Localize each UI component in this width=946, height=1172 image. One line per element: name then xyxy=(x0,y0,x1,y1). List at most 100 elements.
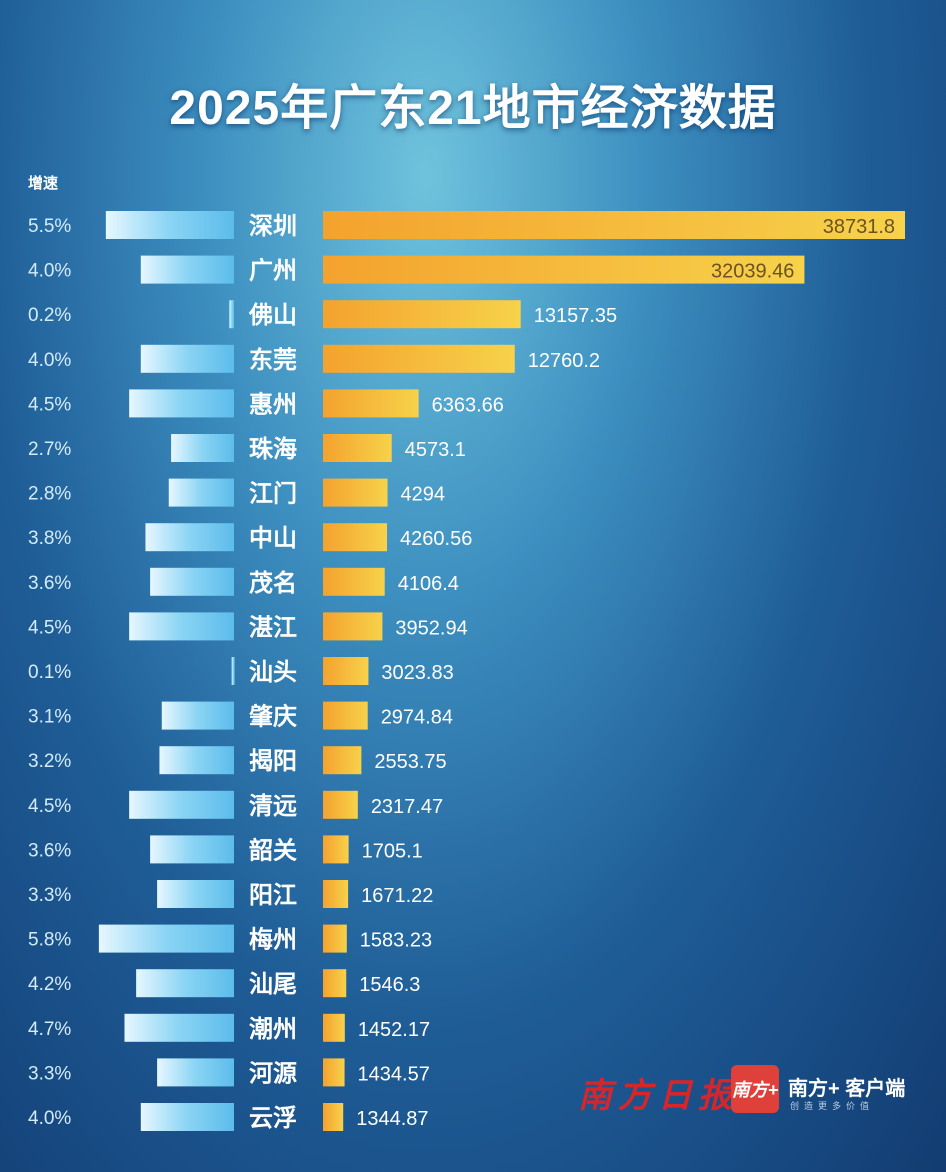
city-label: 茂名 xyxy=(249,569,297,597)
gdp-value-label: 6363.66 xyxy=(432,394,504,416)
gdp-value-label: 4294 xyxy=(401,484,446,506)
gdp-bar xyxy=(323,880,349,908)
city-label: 肇庆 xyxy=(249,703,297,731)
gdp-bar xyxy=(323,523,388,552)
gdp-value-label: 3952.94 xyxy=(395,617,467,639)
growth-bar xyxy=(145,523,234,552)
app-slogan: 创造更多价值 xyxy=(790,1101,875,1111)
city-label: 湛江 xyxy=(249,614,297,641)
gdp-value-label: 4260.56 xyxy=(400,528,472,550)
newspaper-logo: 南方日报 xyxy=(578,1076,738,1116)
growth-label: 4.0% xyxy=(28,261,71,282)
gdp-value-label: 4106.4 xyxy=(398,573,459,595)
growth-header: 增速 xyxy=(28,175,59,192)
growth-bar xyxy=(129,612,234,641)
gdp-value-label: 13157.35 xyxy=(534,305,617,327)
gdp-value-label: 2317.47 xyxy=(371,796,443,818)
growth-bar xyxy=(229,300,234,329)
gdp-value-label: 1434.57 xyxy=(358,1063,430,1085)
growth-label: 4.7% xyxy=(28,1019,71,1040)
growth-bar xyxy=(157,880,234,908)
growth-bar xyxy=(98,924,234,953)
gdp-value-label: 1583.23 xyxy=(360,930,432,952)
city-label: 深圳 xyxy=(249,213,297,240)
city-label: 韶关 xyxy=(249,836,297,864)
gdp-value-label: 1452.17 xyxy=(358,1019,430,1041)
growth-label: 5.5% xyxy=(28,216,71,237)
growth-label: 3.6% xyxy=(28,840,71,861)
city-label: 揭阳 xyxy=(249,748,297,775)
gdp-value-label: 32039.46 xyxy=(711,261,794,283)
gdp-bar xyxy=(323,746,362,775)
growth-bar xyxy=(129,389,234,418)
growth-label: 3.3% xyxy=(28,885,71,906)
growth-bar xyxy=(150,567,234,596)
gdp-bar xyxy=(323,835,349,864)
gdp-bar xyxy=(323,344,515,373)
growth-bar xyxy=(157,1058,234,1087)
city-label: 梅州 xyxy=(249,927,297,954)
growth-label: 3.3% xyxy=(28,1063,71,1084)
growth-bar xyxy=(140,255,234,284)
gdp-bar xyxy=(323,255,805,284)
gdp-bar xyxy=(323,969,347,998)
city-label: 广州 xyxy=(249,257,297,285)
growth-label: 4.2% xyxy=(28,974,71,995)
growth-label: 3.8% xyxy=(28,528,71,549)
city-label: 潮州 xyxy=(249,1016,297,1043)
gdp-value-label: 1671.22 xyxy=(361,885,433,907)
gdp-bar xyxy=(323,389,419,418)
gdp-bar xyxy=(323,701,368,730)
growth-label: 0.1% xyxy=(28,662,71,683)
gdp-value-label: 12760.2 xyxy=(528,350,600,372)
city-label: 河源 xyxy=(249,1060,297,1087)
city-label: 佛山 xyxy=(248,302,297,329)
growth-bar xyxy=(150,835,234,864)
gdp-value-label: 38731.8 xyxy=(823,216,895,238)
growth-bar xyxy=(140,344,234,373)
gdp-bar xyxy=(323,1013,345,1042)
app-icon: 南方+ xyxy=(731,1065,779,1113)
city-label: 汕尾 xyxy=(249,971,297,998)
growth-label: 4.0% xyxy=(28,350,71,371)
gdp-bar xyxy=(323,1103,344,1131)
growth-label: 3.1% xyxy=(28,707,71,728)
city-label: 东莞 xyxy=(249,346,297,374)
growth-label: 4.0% xyxy=(28,1108,71,1129)
growth-bar xyxy=(105,211,234,239)
growth-bar xyxy=(168,478,234,507)
gdp-bar xyxy=(323,434,392,462)
city-label: 江门 xyxy=(249,480,297,508)
gdp-bar xyxy=(323,612,383,641)
city-label: 清远 xyxy=(249,793,297,820)
city-label: 云浮 xyxy=(249,1105,297,1132)
gdp-bar xyxy=(323,478,388,507)
gdp-bar xyxy=(323,567,385,596)
growth-label: 4.5% xyxy=(28,617,71,638)
gdp-value-label: 1344.87 xyxy=(356,1108,428,1130)
growth-label: 0.2% xyxy=(28,305,71,326)
gdp-value-label: 1546.3 xyxy=(359,974,420,996)
gdp-bar xyxy=(323,790,358,819)
gdp-bar xyxy=(323,657,369,685)
growth-bar xyxy=(136,969,234,998)
city-label: 中山 xyxy=(249,525,297,552)
growth-label: 3.6% xyxy=(28,573,71,594)
chart-title: 2025年广东21地市经济数据 xyxy=(169,82,777,135)
growth-bar xyxy=(129,790,234,819)
growth-label: 4.5% xyxy=(28,394,71,415)
growth-bar xyxy=(171,434,234,462)
gdp-value-label: 2974.84 xyxy=(381,707,453,729)
growth-bar xyxy=(161,701,234,730)
city-label: 珠海 xyxy=(249,435,297,463)
city-label: 汕头 xyxy=(249,659,297,686)
gdp-value-label: 4573.1 xyxy=(405,439,466,461)
gdp-bar xyxy=(323,1058,345,1087)
gdp-value-label: 3023.83 xyxy=(381,662,453,684)
gdp-bar xyxy=(323,211,905,239)
growth-bar xyxy=(124,1013,234,1042)
growth-label: 3.2% xyxy=(28,751,71,772)
growth-bar xyxy=(140,1103,234,1131)
growth-label: 2.7% xyxy=(28,439,71,460)
